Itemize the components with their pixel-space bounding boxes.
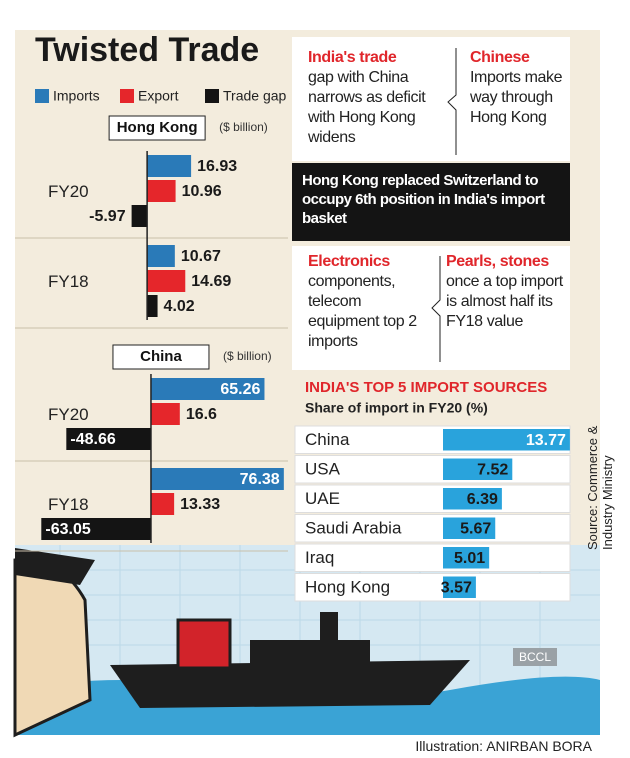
watermark: BCCL bbox=[513, 648, 558, 666]
panel-text: once a top import is almost half its FY1… bbox=[446, 273, 563, 330]
chart-title: INDIA'S TOP 5 IMPORT SOURCES bbox=[305, 379, 547, 396]
row bbox=[294, 573, 571, 602]
bar bbox=[147, 295, 158, 317]
bar bbox=[150, 403, 180, 425]
category-label: UAE bbox=[305, 489, 340, 508]
panel-text: Imports make way through Hong Kong bbox=[470, 69, 563, 126]
panel: Chinese Imports make way through Hong Kon… bbox=[470, 48, 565, 128]
panel-text: components, telecom equipment top 2 impo… bbox=[308, 273, 417, 350]
legend-swatch bbox=[35, 89, 49, 103]
bar bbox=[147, 155, 192, 177]
credit: Illustration: ANIRBAN BORA bbox=[415, 738, 592, 754]
divider bbox=[431, 256, 441, 362]
value-label: 16.93 bbox=[197, 158, 237, 175]
chart-title-box bbox=[108, 115, 206, 141]
bar bbox=[150, 493, 175, 515]
panel: Pearls, stones once a top import is almos… bbox=[446, 252, 566, 332]
panel-heading: Pearls, stones bbox=[446, 253, 549, 270]
bar bbox=[147, 245, 175, 267]
category-label: FY20 bbox=[48, 182, 89, 201]
value-label: 13.77 bbox=[526, 432, 566, 449]
chart-title: China bbox=[140, 348, 182, 365]
value-label: 7.52 bbox=[477, 461, 508, 478]
panel-heading: Chinese bbox=[470, 49, 530, 66]
value-label: -48.66 bbox=[70, 431, 115, 448]
legend-label: Imports bbox=[53, 88, 100, 104]
value-label: 5.01 bbox=[454, 550, 485, 567]
banner: Hong Kong replaced Switzerland to occupy… bbox=[292, 163, 570, 241]
value-label: 10.96 bbox=[182, 183, 222, 200]
value-label: 5.67 bbox=[460, 520, 491, 537]
value-label: 4.02 bbox=[164, 298, 195, 315]
bar bbox=[443, 547, 490, 569]
value-label: -5.97 bbox=[89, 208, 126, 225]
bar bbox=[147, 270, 186, 292]
bar bbox=[443, 576, 476, 598]
bar bbox=[443, 488, 502, 510]
bar bbox=[150, 378, 265, 400]
panel-text: gap with China narrows as deficit with H… bbox=[308, 69, 426, 146]
category-label: Iraq bbox=[305, 548, 334, 567]
value-label: 76.38 bbox=[240, 471, 280, 488]
panel-box bbox=[292, 246, 570, 370]
bar bbox=[131, 205, 148, 227]
value-label: 16.6 bbox=[186, 406, 217, 423]
unit-label: ($ billion) bbox=[219, 120, 268, 134]
category-label: FY18 bbox=[48, 495, 89, 514]
bar bbox=[66, 428, 151, 450]
value-label: 13.33 bbox=[180, 496, 220, 513]
value-label: 14.69 bbox=[191, 273, 231, 290]
legend-label: Export bbox=[138, 88, 179, 104]
bar bbox=[443, 458, 513, 480]
panel-heading: India's trade bbox=[308, 49, 397, 66]
legend-swatch bbox=[120, 89, 134, 103]
divider bbox=[447, 48, 457, 155]
panel-heading: Electronics bbox=[308, 253, 390, 270]
value-label: 6.39 bbox=[467, 491, 498, 508]
chart-title-box bbox=[112, 344, 210, 370]
row bbox=[294, 484, 571, 513]
category-label: FY18 bbox=[48, 272, 89, 291]
bar bbox=[41, 518, 151, 540]
legend-swatch bbox=[205, 89, 219, 103]
panel: India's trade gap with China narrows as d… bbox=[308, 48, 448, 148]
category-label: Hong Kong bbox=[305, 578, 390, 597]
unit-label: ($ billion) bbox=[223, 349, 272, 363]
category-label: FY20 bbox=[48, 405, 89, 424]
bar bbox=[150, 468, 284, 490]
row bbox=[294, 543, 571, 572]
row bbox=[294, 514, 571, 543]
value-label: 3.57 bbox=[441, 579, 472, 596]
value-label: 65.26 bbox=[220, 381, 260, 398]
category-label: China bbox=[305, 430, 350, 449]
category-label: Saudi Arabia bbox=[305, 519, 402, 538]
title: Twisted Trade bbox=[35, 31, 259, 69]
panel: Electronics components, telecom equipment… bbox=[308, 252, 433, 352]
value-label: -63.05 bbox=[45, 521, 90, 538]
row bbox=[294, 455, 571, 484]
chart-title: Hong Kong bbox=[117, 119, 198, 136]
panel-box bbox=[292, 37, 570, 161]
legend-label: Trade gap bbox=[223, 88, 287, 104]
category-label: USA bbox=[305, 460, 341, 479]
source: Source: Commerce & Industry Ministry bbox=[585, 425, 615, 550]
bar bbox=[443, 517, 496, 539]
value-label: 10.67 bbox=[181, 248, 221, 265]
chart-subtitle: Share of import in FY20 (%) bbox=[305, 400, 488, 416]
bar bbox=[443, 429, 570, 451]
bar bbox=[147, 180, 176, 202]
